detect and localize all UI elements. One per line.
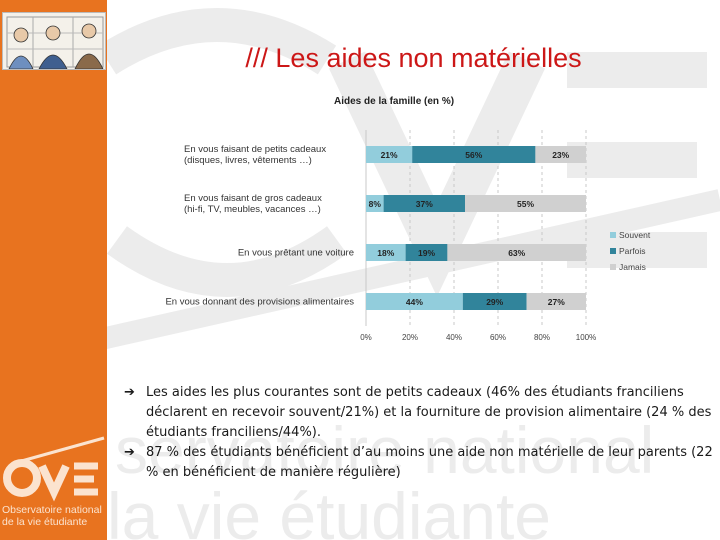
legend-swatch-jamais [610,264,616,270]
bullet-text-2: 87 % des étudiants bénéficient d’au moin… [146,445,713,480]
x-tick-label: 80% [534,333,550,342]
bullet-item-2: ➔ 87 % des étudiants bénéficient d’au mo… [124,443,716,483]
bar-jamais [526,293,586,310]
bullet-text-1: Les aides les plus courantes sont de pet… [146,385,712,440]
data-label: 21% [381,150,398,160]
bar-souvent [366,293,463,310]
logo-line-1: Observatoire national [2,504,102,516]
category-label: En vous faisant de petits cadeaux [184,144,326,155]
data-label: 56% [465,150,482,160]
category-label: En vous donnant des provisions alimentai… [165,297,354,308]
bar-parfois [412,146,536,163]
legend-swatch-souvent [610,232,616,238]
slide-title: /// Les aides non matérielles [245,43,582,73]
data-label: 19% [418,248,435,258]
data-label: 8% [369,199,382,209]
legend-label: Souvent [619,230,651,240]
stacked-bar-chart: 0% 20% 40% 60% 80% 100% 21% 56% 23% En vous faisa… [165,130,651,342]
category-label: (disques, livres, vêtements …) [184,155,312,166]
bar-parfois [462,293,527,310]
bullet-item-1: ➔ Les aides les plus courantes sont de p… [124,383,716,443]
legend-label: Parfois [619,246,645,256]
ove-logo [0,430,107,540]
data-label: 55% [517,199,534,209]
left-band: Observatoire national de la vie étudiant… [0,0,107,540]
chart-area: Aides de la famille (en %) 0% 20% 40% 60% 80… [126,90,666,354]
data-label: 37% [416,199,433,209]
bar-parfois [405,244,448,261]
category-label: En vous prêtant une voiture [238,248,354,259]
legend-swatch-parfois [610,248,616,254]
data-label: 29% [486,297,503,307]
bullet-list: ➔ Les aides les plus courantes sont de p… [124,383,716,483]
data-label: 27% [548,297,565,307]
logo-line-2: de la vie étudiante [2,516,88,528]
data-label: 44% [406,297,423,307]
arrow-right-icon: ➔ [124,385,135,400]
data-label: 63% [508,248,525,258]
x-tick-label: 60% [490,333,506,342]
bar-souvent [366,244,406,261]
x-tick-label: 100% [576,333,596,342]
arrow-right-icon: ➔ [124,445,135,460]
data-label: 18% [377,248,394,258]
x-tick-label: 40% [446,333,462,342]
watermark-line-2: la vie étudiante [107,479,551,540]
category-label: (hi-fi, TV, meubles, vacances …) [184,204,321,215]
x-tick-label: 0% [360,333,372,342]
category-label: En vous faisant de gros cadeaux [184,193,322,204]
bar-jamais [535,146,586,163]
bar-jamais [465,195,586,212]
bar-jamais [447,244,586,261]
logo-caption: Observatoire national de la vie étudiant… [2,504,106,528]
bar-parfois [383,195,465,212]
chart-title: Aides de la famille (en %) [334,96,455,107]
legend-label: Jamais [619,262,646,272]
data-label: 23% [552,150,569,160]
bar-souvent [366,146,413,163]
students-photo [2,12,106,70]
x-tick-label: 20% [402,333,418,342]
bar-souvent [366,195,384,212]
